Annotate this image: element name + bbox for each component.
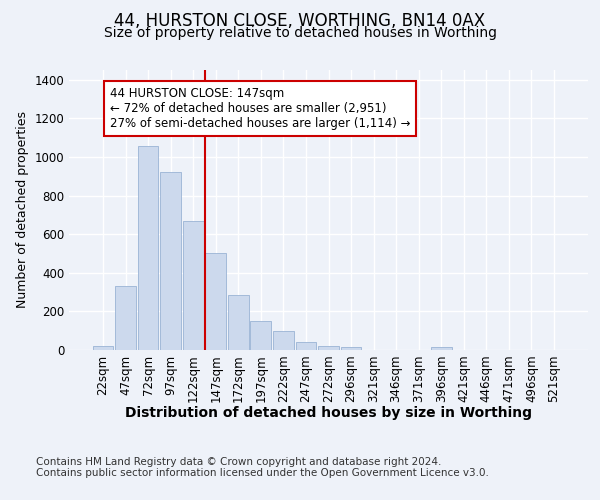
Bar [250, 321, 271, 350]
Text: Contains HM Land Registry data © Crown copyright and database right 2024.
Contai: Contains HM Land Registry data © Crown c… [36, 456, 489, 478]
Bar [115, 286, 136, 350]
Text: Distribution of detached houses by size in Worthing: Distribution of detached houses by size … [125, 406, 532, 419]
Bar [183, 220, 203, 350]
Text: Size of property relative to detached houses in Worthing: Size of property relative to detached ho… [104, 26, 497, 40]
Text: 44 HURSTON CLOSE: 147sqm
← 72% of detached houses are smaller (2,951)
27% of sem: 44 HURSTON CLOSE: 147sqm ← 72% of detach… [110, 88, 410, 130]
Bar [431, 347, 452, 350]
Bar [228, 295, 248, 350]
Bar [92, 346, 113, 350]
Bar [318, 346, 339, 350]
Bar [160, 172, 181, 350]
Text: 44, HURSTON CLOSE, WORTHING, BN14 0AX: 44, HURSTON CLOSE, WORTHING, BN14 0AX [115, 12, 485, 30]
Bar [296, 342, 316, 350]
Bar [205, 254, 226, 350]
Y-axis label: Number of detached properties: Number of detached properties [16, 112, 29, 308]
Bar [273, 330, 294, 350]
Bar [137, 146, 158, 350]
Bar [341, 347, 361, 350]
